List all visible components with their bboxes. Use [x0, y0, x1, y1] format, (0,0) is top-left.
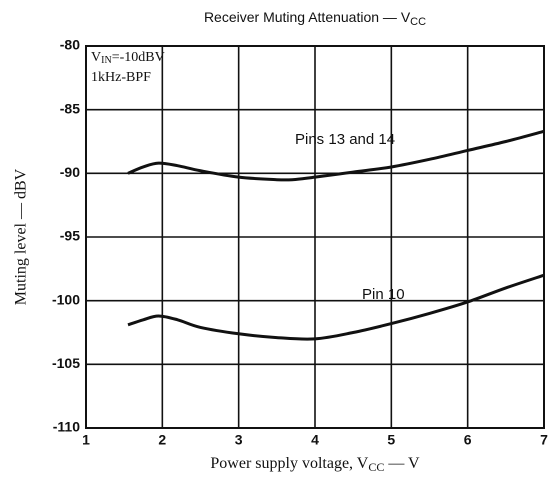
title-text: Receiver Muting Attenuation — V	[204, 9, 411, 25]
x-tick-label: 1	[82, 432, 90, 448]
condition-rest: =-10dBV	[112, 50, 165, 65]
x-tick-label: 7	[540, 432, 548, 448]
condition-v: V	[91, 50, 101, 65]
condition-sub: IN	[101, 55, 112, 66]
x-label-text: Power supply voltage, V	[210, 455, 368, 472]
y-tick-label: -95	[60, 228, 80, 244]
series-label: Pins 13 and 14	[295, 131, 395, 148]
x-tick-label: 6	[464, 432, 472, 448]
x-label-subscript: CC	[368, 460, 384, 474]
series-line	[127, 129, 545, 182]
y-tick-label: -85	[60, 100, 80, 116]
x-label-suffix: — V	[384, 455, 420, 472]
y-tick-label: -90	[60, 164, 80, 180]
y-tick-label: -110	[53, 419, 80, 435]
x-axis-label: Power supply voltage, VCC — V	[210, 455, 420, 474]
x-tick-label: 5	[387, 432, 395, 448]
y-tick-label: -100	[52, 291, 80, 307]
y-tick-label: -80	[60, 37, 80, 53]
x-tick-label: 4	[311, 432, 319, 448]
condition-annotation: VIN=-10dBV	[91, 50, 165, 66]
series-line	[127, 273, 545, 341]
title-subscript: CC	[410, 16, 426, 28]
y-axis-label: Muting level — dBV	[13, 168, 30, 305]
filter-annotation: 1kHz-BPF	[91, 70, 151, 85]
x-tick-label: 2	[158, 432, 166, 448]
y-tick-label: -105	[52, 355, 80, 371]
x-tick-label: 3	[235, 432, 243, 448]
plot-frame	[85, 45, 545, 429]
series-label: Pin 10	[362, 286, 405, 303]
chart-title: Receiver Muting Attenuation — VCC	[204, 9, 426, 28]
